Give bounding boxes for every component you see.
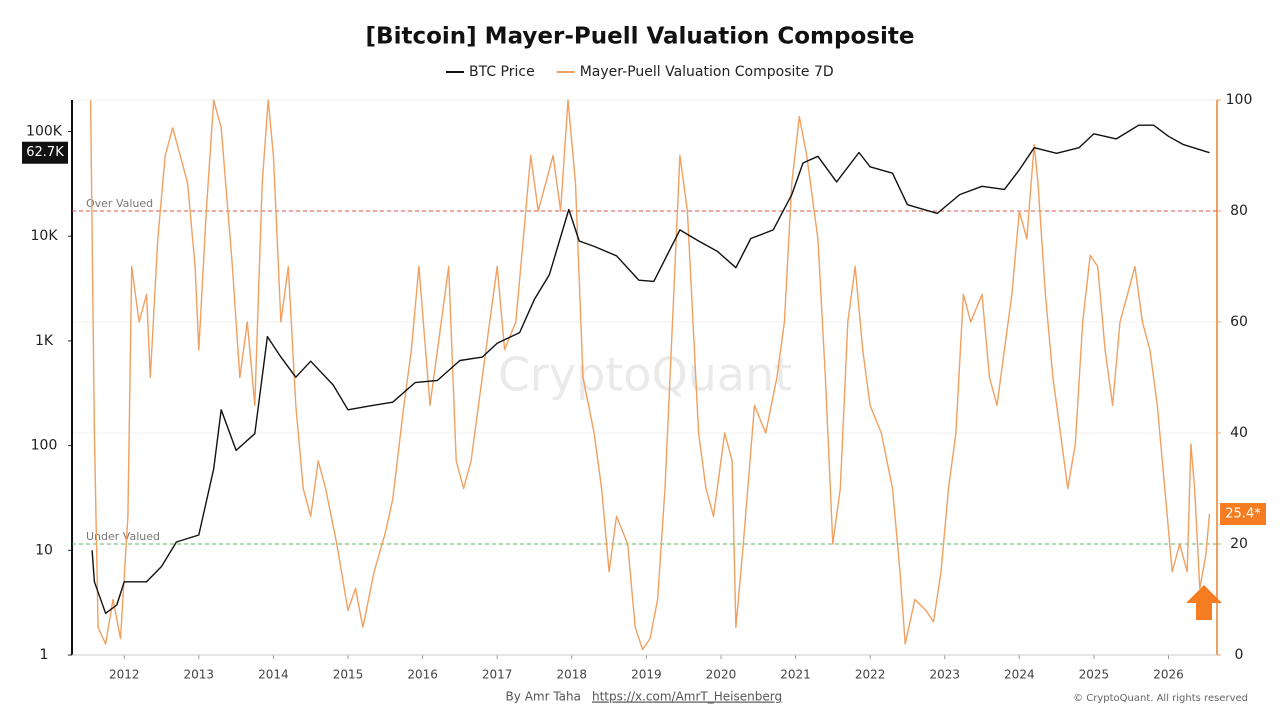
series-line <box>91 124 1210 614</box>
footer-copyright: © CryptoQuant. All rights reserved <box>1073 693 1248 704</box>
y2-tick-label: 40 <box>1230 425 1248 441</box>
x-tick-label: 2012 <box>109 668 140 682</box>
last-value-box <box>22 141 68 164</box>
y-tick-label: 1 <box>40 647 49 663</box>
x-tick-label: 2018 <box>556 668 587 682</box>
y2-tick-label: 60 <box>1230 314 1248 330</box>
legend-label: BTC Price <box>469 64 535 80</box>
x-tick-label: 2022 <box>855 668 886 682</box>
y2-tick-label: 80 <box>1230 203 1248 219</box>
x-tick-label: 2023 <box>929 668 960 682</box>
plot-area: 0 20 40 60 80 100 1 10 100 1K 10K 100K 2012 2013 2014 2… <box>22 92 1266 682</box>
y-tick-label: 10K <box>31 228 59 244</box>
x-tick-label: 2026 <box>1153 668 1184 682</box>
y-tick-label: 10 <box>35 542 53 558</box>
x-tick-label: 2017 <box>482 668 513 682</box>
threshold-label: Under Valued <box>86 530 160 543</box>
x-tick-label: 2019 <box>631 668 662 682</box>
y-tick-label: 100K <box>26 124 63 140</box>
last-value-label: 25.4* <box>1225 507 1261 522</box>
x-tick-label: 2015 <box>333 668 364 682</box>
series-line <box>89 99 1211 651</box>
watermark: CryptoQuant <box>498 348 792 402</box>
legend-label: Mayer-Puell Valuation Composite 7D <box>580 64 834 80</box>
footer-author: By Amr Taha <box>506 690 581 704</box>
x-tick-label: 2014 <box>258 668 289 682</box>
y2-tick-label: 0 <box>1235 647 1244 663</box>
x-tick-label: 2013 <box>184 668 215 682</box>
x-tick-label: 2020 <box>706 668 737 682</box>
y-tick-label: 100 <box>31 438 58 454</box>
y2-tick-label: 100 <box>1226 92 1253 108</box>
arrow-icon <box>1186 585 1222 620</box>
x-tick-label: 2016 <box>407 668 438 682</box>
x-tick-label: 2025 <box>1079 668 1110 682</box>
x-tick-label: 2024 <box>1004 668 1035 682</box>
last-value-label: 62.7K <box>26 145 64 160</box>
chart-title: [Bitcoin] Mayer-Puell Valuation Composit… <box>366 24 915 50</box>
footer-link[interactable]: https://x.com/AmrT_Heisenberg <box>592 690 782 704</box>
y2-tick-label: 20 <box>1230 536 1248 552</box>
x-tick-label: 2021 <box>780 668 811 682</box>
threshold-label: Over Valued <box>86 197 153 210</box>
y-tick-label: 1K <box>35 333 54 349</box>
last-value-box <box>1220 503 1266 526</box>
